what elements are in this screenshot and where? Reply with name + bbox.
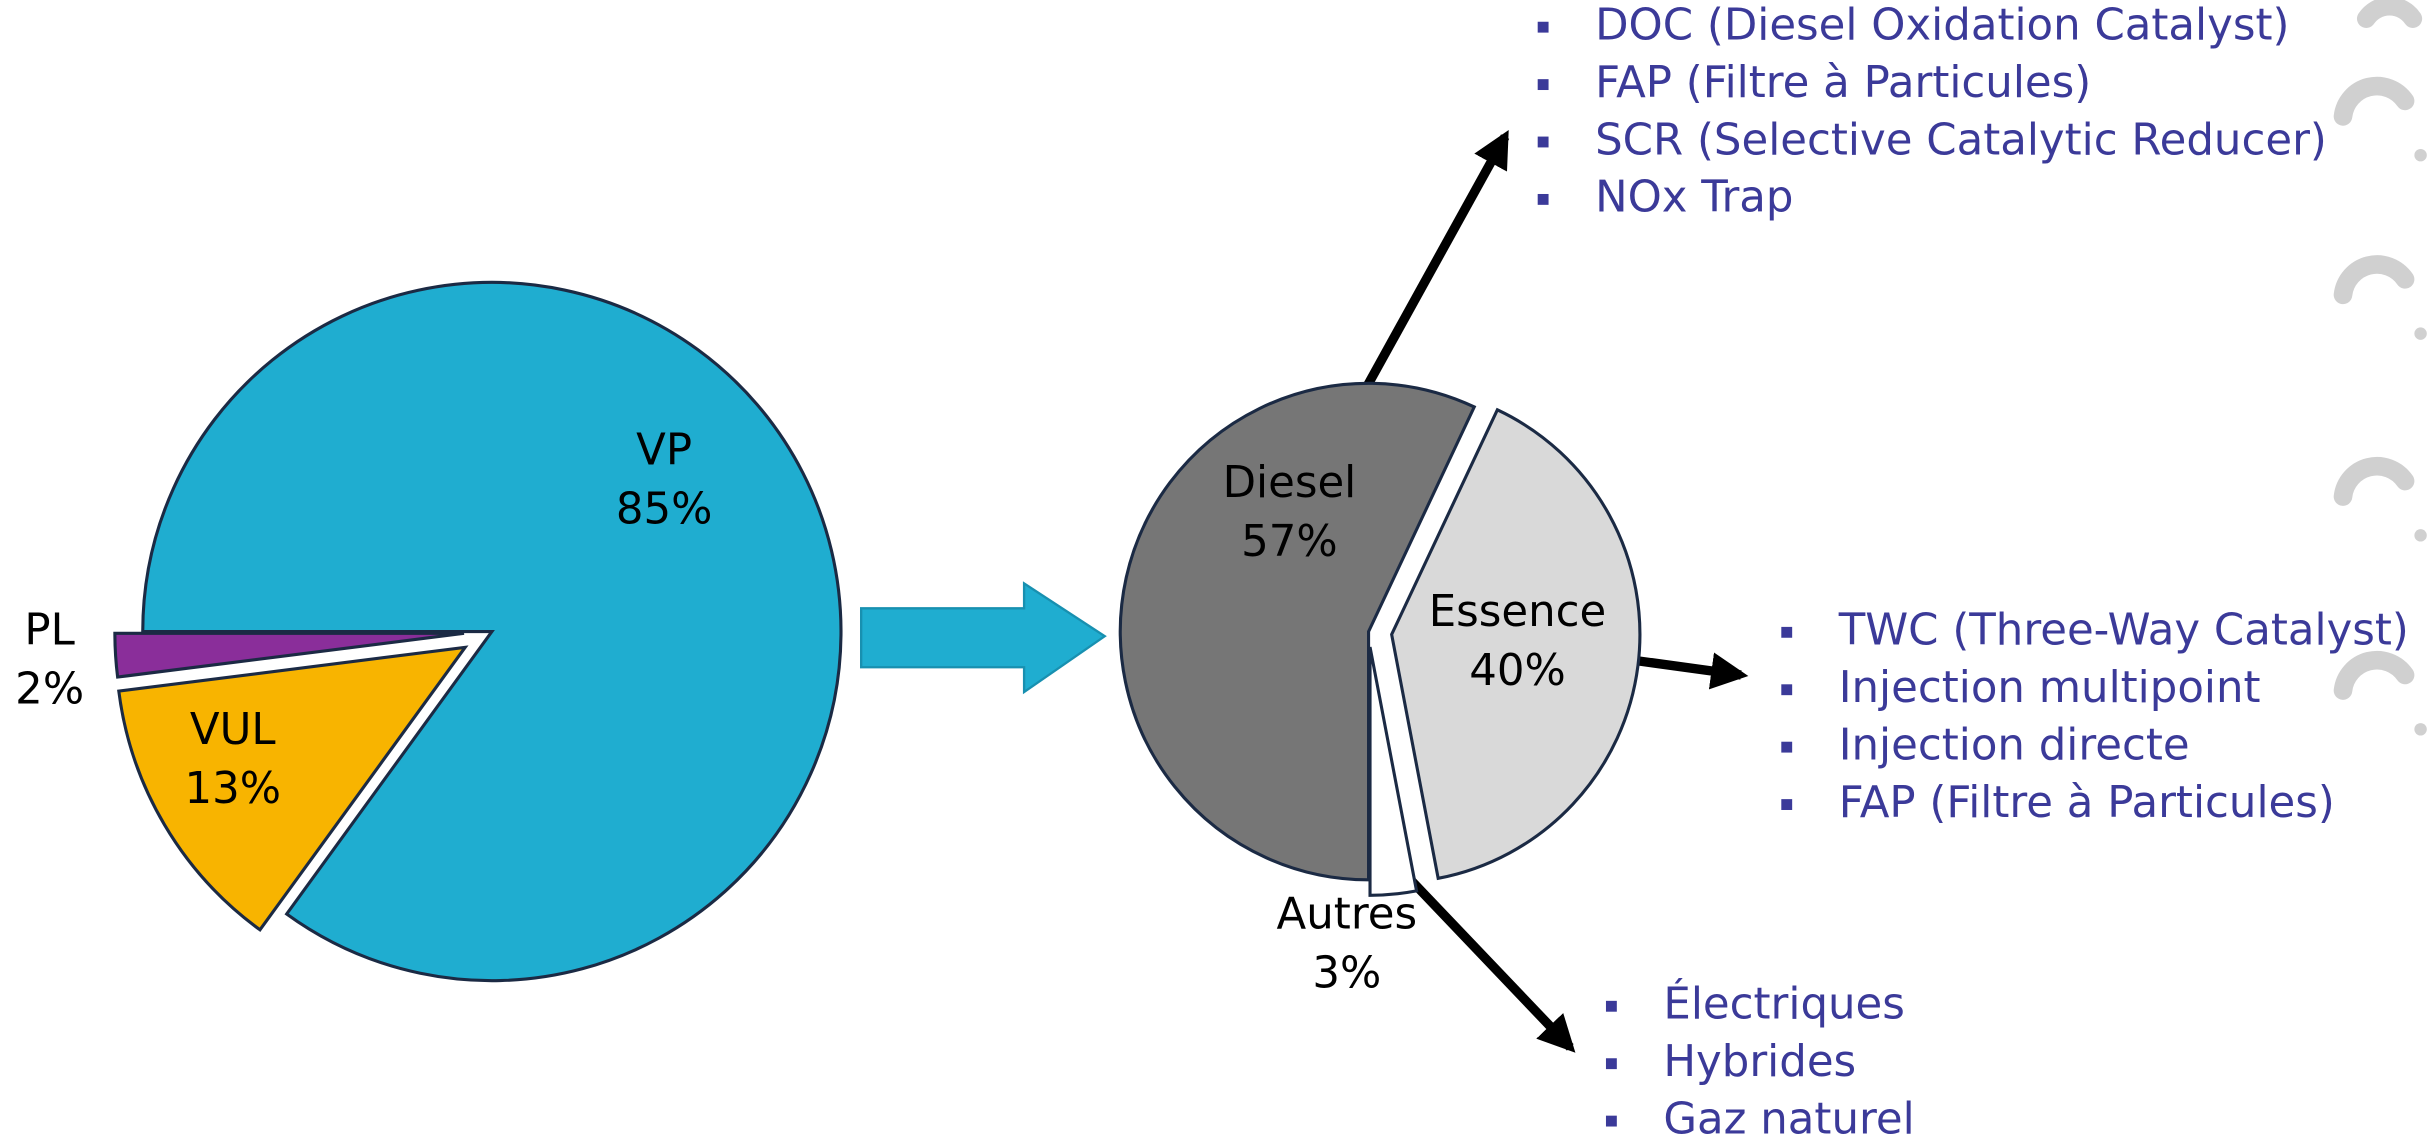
slice-value-label: 40% — [1469, 646, 1566, 696]
bullet — [1781, 799, 1793, 810]
annotation-item: Électriques — [1663, 979, 1905, 1030]
slice-category: Diesel — [1223, 458, 1357, 508]
bullet — [1537, 21, 1549, 33]
bullet — [1781, 741, 1793, 753]
bullet — [1537, 136, 1549, 148]
annotation-item: Gaz naturel — [1663, 1094, 1914, 1143]
annotation-item: FAP (Filtre à Particules) — [1839, 778, 2335, 828]
slice-category: VP — [636, 426, 692, 476]
slice-value-label: 57% — [1241, 517, 1338, 567]
slice-category: Essence — [1429, 587, 1607, 637]
slice-value-label: 13% — [184, 764, 281, 814]
slice-value-label: 85% — [616, 485, 713, 535]
annotation-item: Injection directe — [1839, 720, 2190, 770]
bullet — [1605, 1058, 1617, 1070]
bullet — [1605, 1000, 1617, 1012]
annotation-item: NOx Trap — [1595, 173, 1793, 223]
pie-slice — [113, 631, 465, 679]
annotation-item: FAP (Filtre à Particules) — [1595, 58, 2091, 108]
slice-value-label: 3% — [1312, 949, 1381, 999]
bullet — [1537, 193, 1549, 205]
pie-slice — [117, 645, 469, 932]
pie-slice — [141, 280, 843, 983]
annotation-item: DOC (Diesel Oxidation Catalyst) — [1595, 0, 2289, 50]
bullet — [1537, 79, 1549, 91]
annotation-item: SCR (Selective Catalytic Reducer) — [1595, 115, 2327, 165]
slice-category: VUL — [190, 705, 276, 755]
annotation-item: Hybrides — [1663, 1037, 1856, 1087]
slice-category: PL — [24, 606, 74, 656]
pie-slice — [1368, 646, 1419, 897]
slice-value-label: 2% — [15, 665, 84, 715]
annotation-item: TWC (Three-Way Catalyst) — [1838, 606, 2409, 656]
decoration — [2333, 0, 2427, 736]
bullet — [1781, 626, 1793, 638]
pie-slice — [1390, 407, 1642, 881]
bullet — [1781, 684, 1793, 696]
flow-arrow — [860, 581, 1107, 695]
pie-slice — [1118, 381, 1477, 882]
slice-category: Autres — [1277, 890, 1418, 940]
bullet — [1605, 1115, 1617, 1127]
annotation-item: Injection multipoint — [1839, 663, 2261, 713]
